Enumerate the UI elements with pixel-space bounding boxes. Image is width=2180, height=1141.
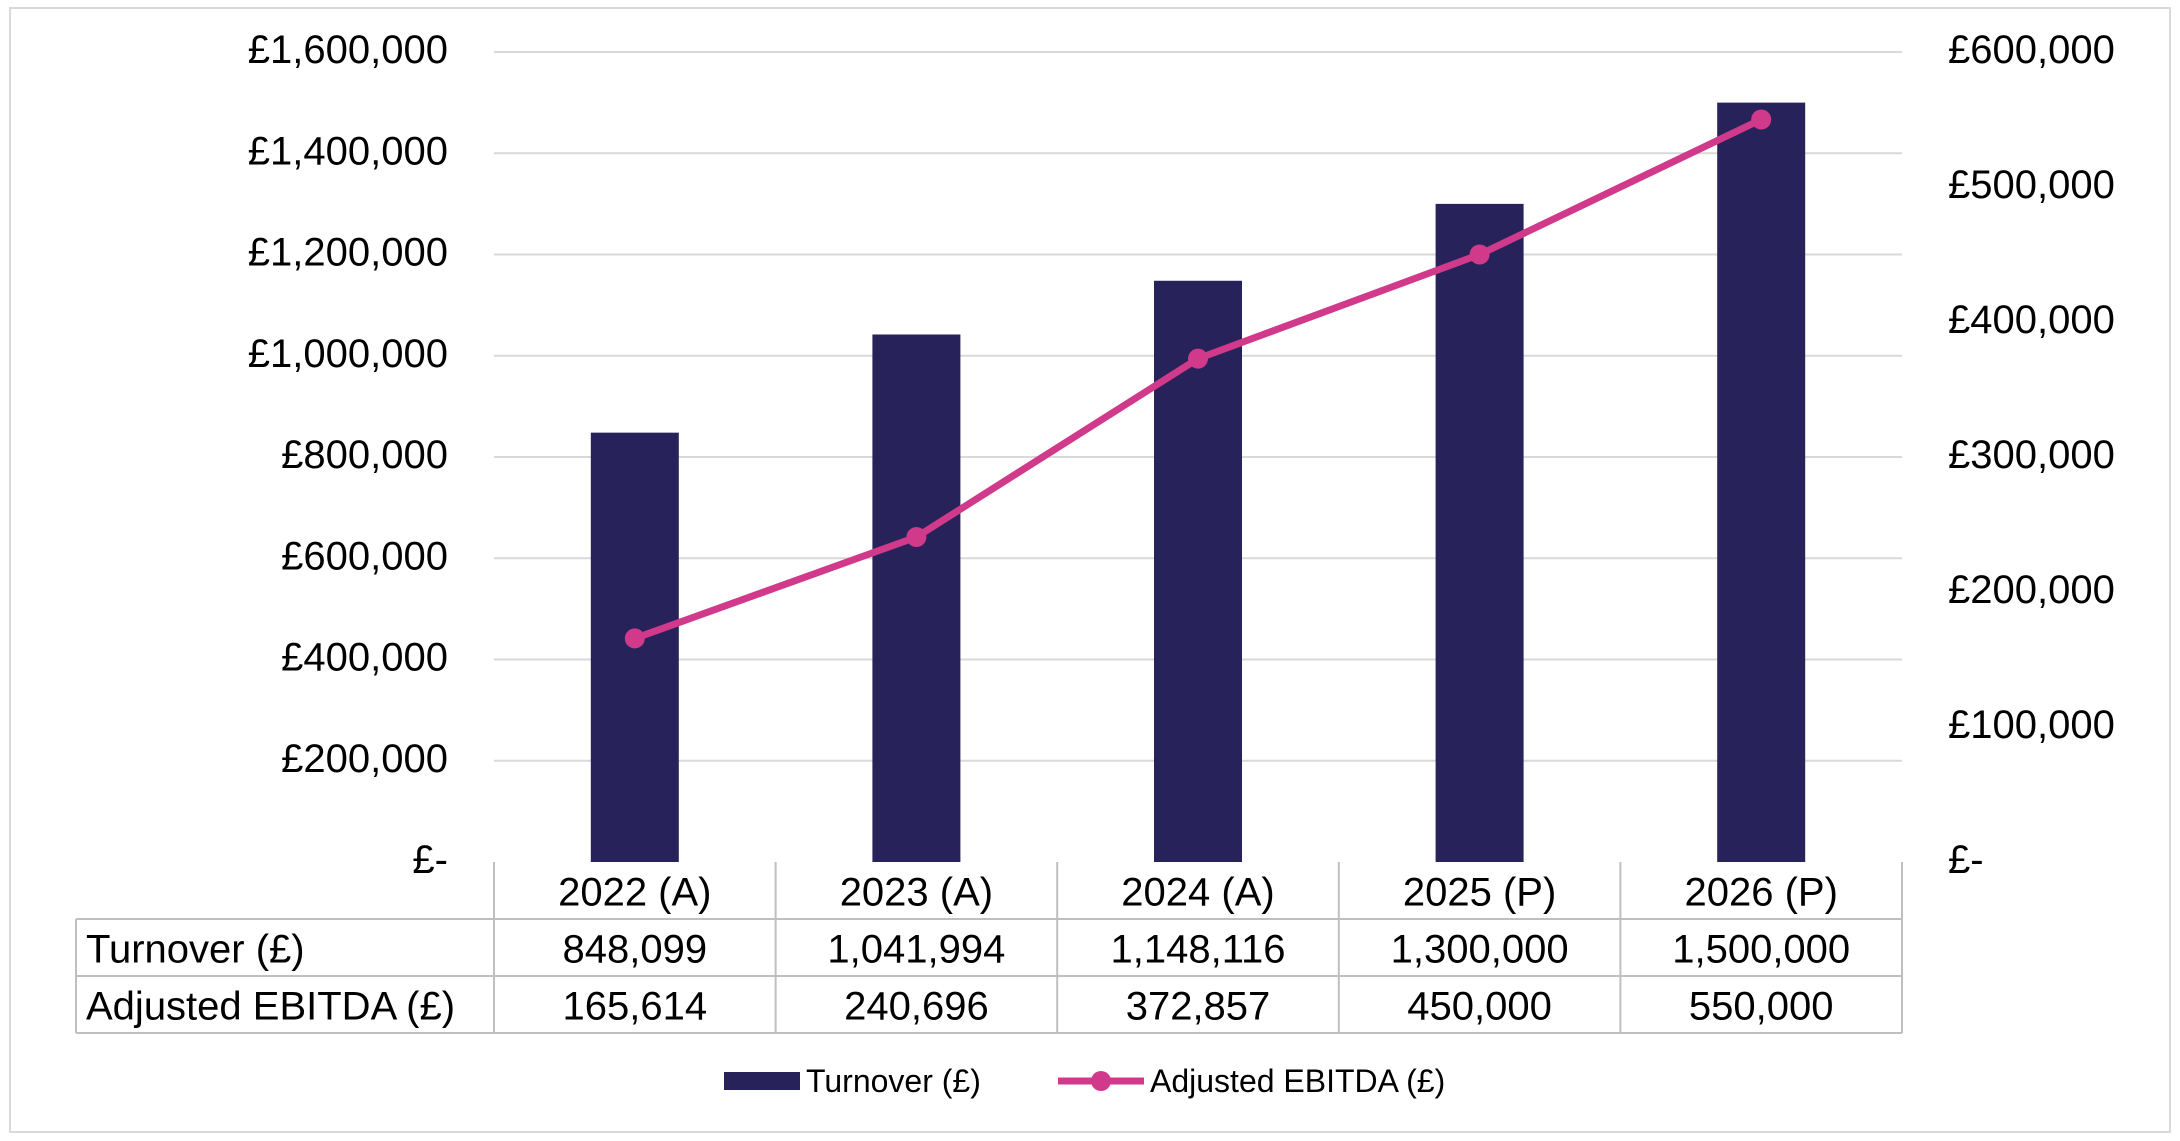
table-row-label: Turnover (£) bbox=[86, 928, 305, 972]
data-label: 240,696 bbox=[844, 985, 989, 1029]
table-row-label: Adjusted EBITDA (£) bbox=[86, 985, 455, 1029]
legend-label-ebitda: Adjusted EBITDA (£) bbox=[1150, 1063, 1445, 1099]
left-tick-label: £800,000 bbox=[281, 433, 448, 477]
turnover-bar bbox=[872, 334, 961, 862]
ebitda-line-series bbox=[624, 109, 1772, 649]
data-label: 450,000 bbox=[1407, 985, 1552, 1029]
right-tick-label: £- bbox=[1948, 838, 1984, 882]
left-tick-label: £400,000 bbox=[281, 636, 448, 680]
data-label: 1,148,116 bbox=[1111, 928, 1286, 972]
data-label: 1,500,000 bbox=[1672, 928, 1850, 972]
ebitda-point bbox=[906, 527, 927, 548]
category-label: 2022 (A) bbox=[558, 871, 711, 915]
data-label: 1,300,000 bbox=[1391, 928, 1569, 972]
ebitda-point bbox=[624, 628, 645, 649]
left-y-axis: £- £200,000 £400,000 £600,000 £800,000 £1,000… bbox=[248, 28, 448, 882]
left-tick-label: £600,000 bbox=[281, 534, 448, 578]
category-label: 2026 (P) bbox=[1684, 871, 1837, 915]
ebitda-point bbox=[1751, 109, 1772, 130]
legend-marker-ebitda bbox=[1091, 1071, 1111, 1091]
ebitda-point bbox=[1188, 348, 1208, 369]
left-tick-label: £1,600,000 bbox=[248, 28, 448, 72]
data-label: 372,857 bbox=[1126, 985, 1271, 1029]
chart-frame bbox=[9, 7, 2171, 1133]
category-label: 2024 (A) bbox=[1121, 871, 1274, 915]
data-label: 550,000 bbox=[1689, 985, 1834, 1029]
data-label: 848,099 bbox=[563, 928, 708, 972]
left-tick-label: £200,000 bbox=[281, 737, 448, 781]
right-tick-label: £600,000 bbox=[1948, 28, 2115, 72]
left-tick-label: £- bbox=[412, 838, 448, 882]
left-tick-label: £1,400,000 bbox=[248, 129, 448, 173]
legend-swatch-turnover bbox=[724, 1072, 800, 1090]
right-y-axis: £- £100,000 £200,000 £300,000 £400,000 £500,0… bbox=[1948, 28, 2115, 882]
left-tick-label: £1,000,000 bbox=[248, 332, 448, 376]
right-tick-label: £400,000 bbox=[1948, 298, 2115, 342]
data-label: 165,614 bbox=[563, 985, 708, 1029]
right-tick-label: £300,000 bbox=[1948, 433, 2115, 477]
data-label: 1,041,994 bbox=[827, 928, 1005, 972]
turnover-bar bbox=[1717, 102, 1806, 862]
legend: Turnover (£) Adjusted EBITDA (£) bbox=[724, 1063, 1445, 1099]
right-tick-label: £500,000 bbox=[1948, 163, 2115, 207]
right-tick-label: £200,000 bbox=[1948, 568, 2115, 612]
category-label: 2025 (P) bbox=[1403, 871, 1556, 915]
turnover-bars bbox=[590, 102, 1806, 863]
left-tick-label: £1,200,000 bbox=[248, 231, 448, 275]
ebitda-point bbox=[1469, 244, 1490, 265]
data-table: 2022 (A) 2023 (A) 2024 (A) 2025 (P) 2026 (P)… bbox=[75, 862, 1903, 1034]
turnover-bar bbox=[1435, 203, 1524, 862]
category-label: 2023 (A) bbox=[840, 871, 993, 915]
right-tick-label: £100,000 bbox=[1948, 703, 2115, 747]
legend-label-turnover: Turnover (£) bbox=[806, 1063, 981, 1099]
